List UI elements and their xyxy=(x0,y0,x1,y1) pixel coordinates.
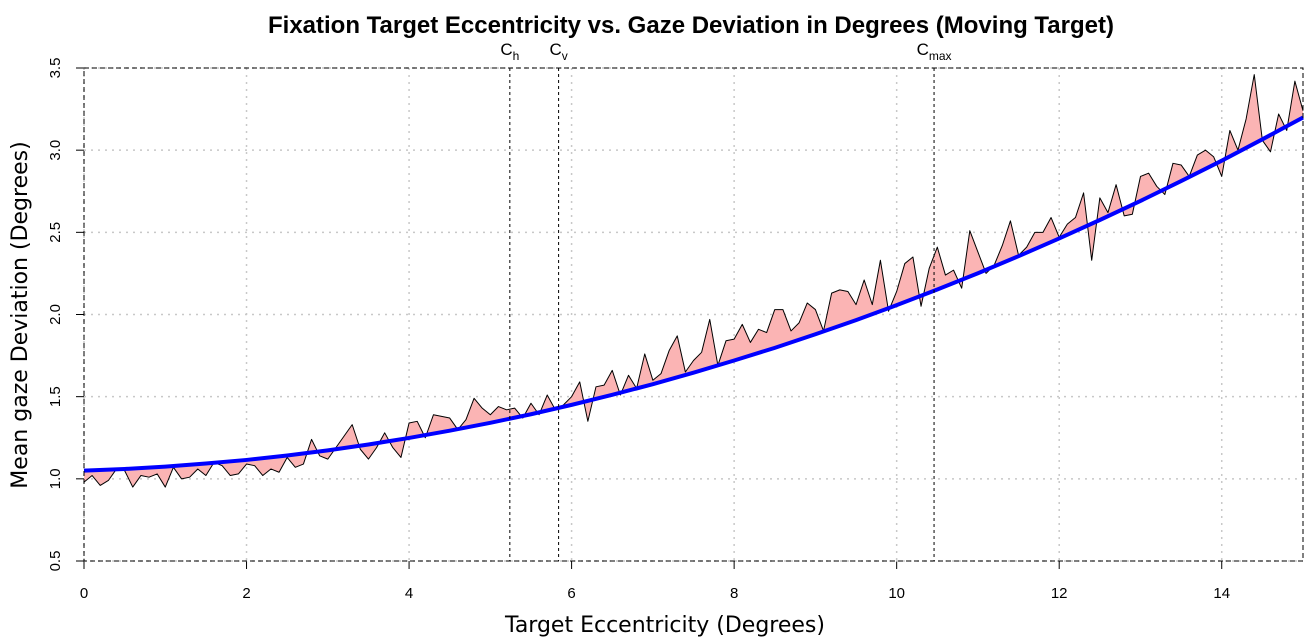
y-tick-label: 1.0 xyxy=(47,468,64,489)
y-tick-label: 2.5 xyxy=(47,222,64,243)
observed-line xyxy=(83,74,1304,488)
reference-label-main: C xyxy=(549,40,561,59)
reference-label-main: C xyxy=(500,40,512,59)
y-tick-label: 3.0 xyxy=(47,140,64,161)
x-axis-title: Target Eccentricity (Degrees) xyxy=(504,613,825,638)
fit-line xyxy=(83,115,1304,473)
y-tick-label: 2.0 xyxy=(47,304,64,325)
y-tick-label: 1.5 xyxy=(47,386,64,407)
x-tick-label: 6 xyxy=(567,585,575,602)
x-tick-label: 8 xyxy=(730,585,738,602)
chart-title: Fixation Target Eccentricity vs. Gaze De… xyxy=(268,12,1114,39)
reference-label-sub: h xyxy=(513,49,520,63)
x-tick-label: 12 xyxy=(1051,585,1068,602)
reference-label-sub: max xyxy=(929,49,952,63)
x-tick-label: 10 xyxy=(888,585,905,602)
plot-frame xyxy=(83,67,1304,562)
y-tick-label: 0.5 xyxy=(47,551,64,572)
x-tick-label: 2 xyxy=(242,585,250,602)
x-tick-label: 0 xyxy=(80,585,88,602)
y-tick-label: 3.5 xyxy=(47,58,64,79)
reference-label: Cmax xyxy=(917,40,952,63)
reference-label-main: C xyxy=(917,40,929,59)
x-tick-label: 14 xyxy=(1213,585,1230,602)
y-axis-title: Mean gaze Deviation (Degrees) xyxy=(8,141,33,488)
reference-label: Ch xyxy=(500,40,519,63)
reference-label: Cv xyxy=(549,40,567,63)
reference-label-sub: v xyxy=(562,49,568,63)
deviation-area xyxy=(84,74,1303,488)
x-tick-label: 4 xyxy=(405,585,413,602)
